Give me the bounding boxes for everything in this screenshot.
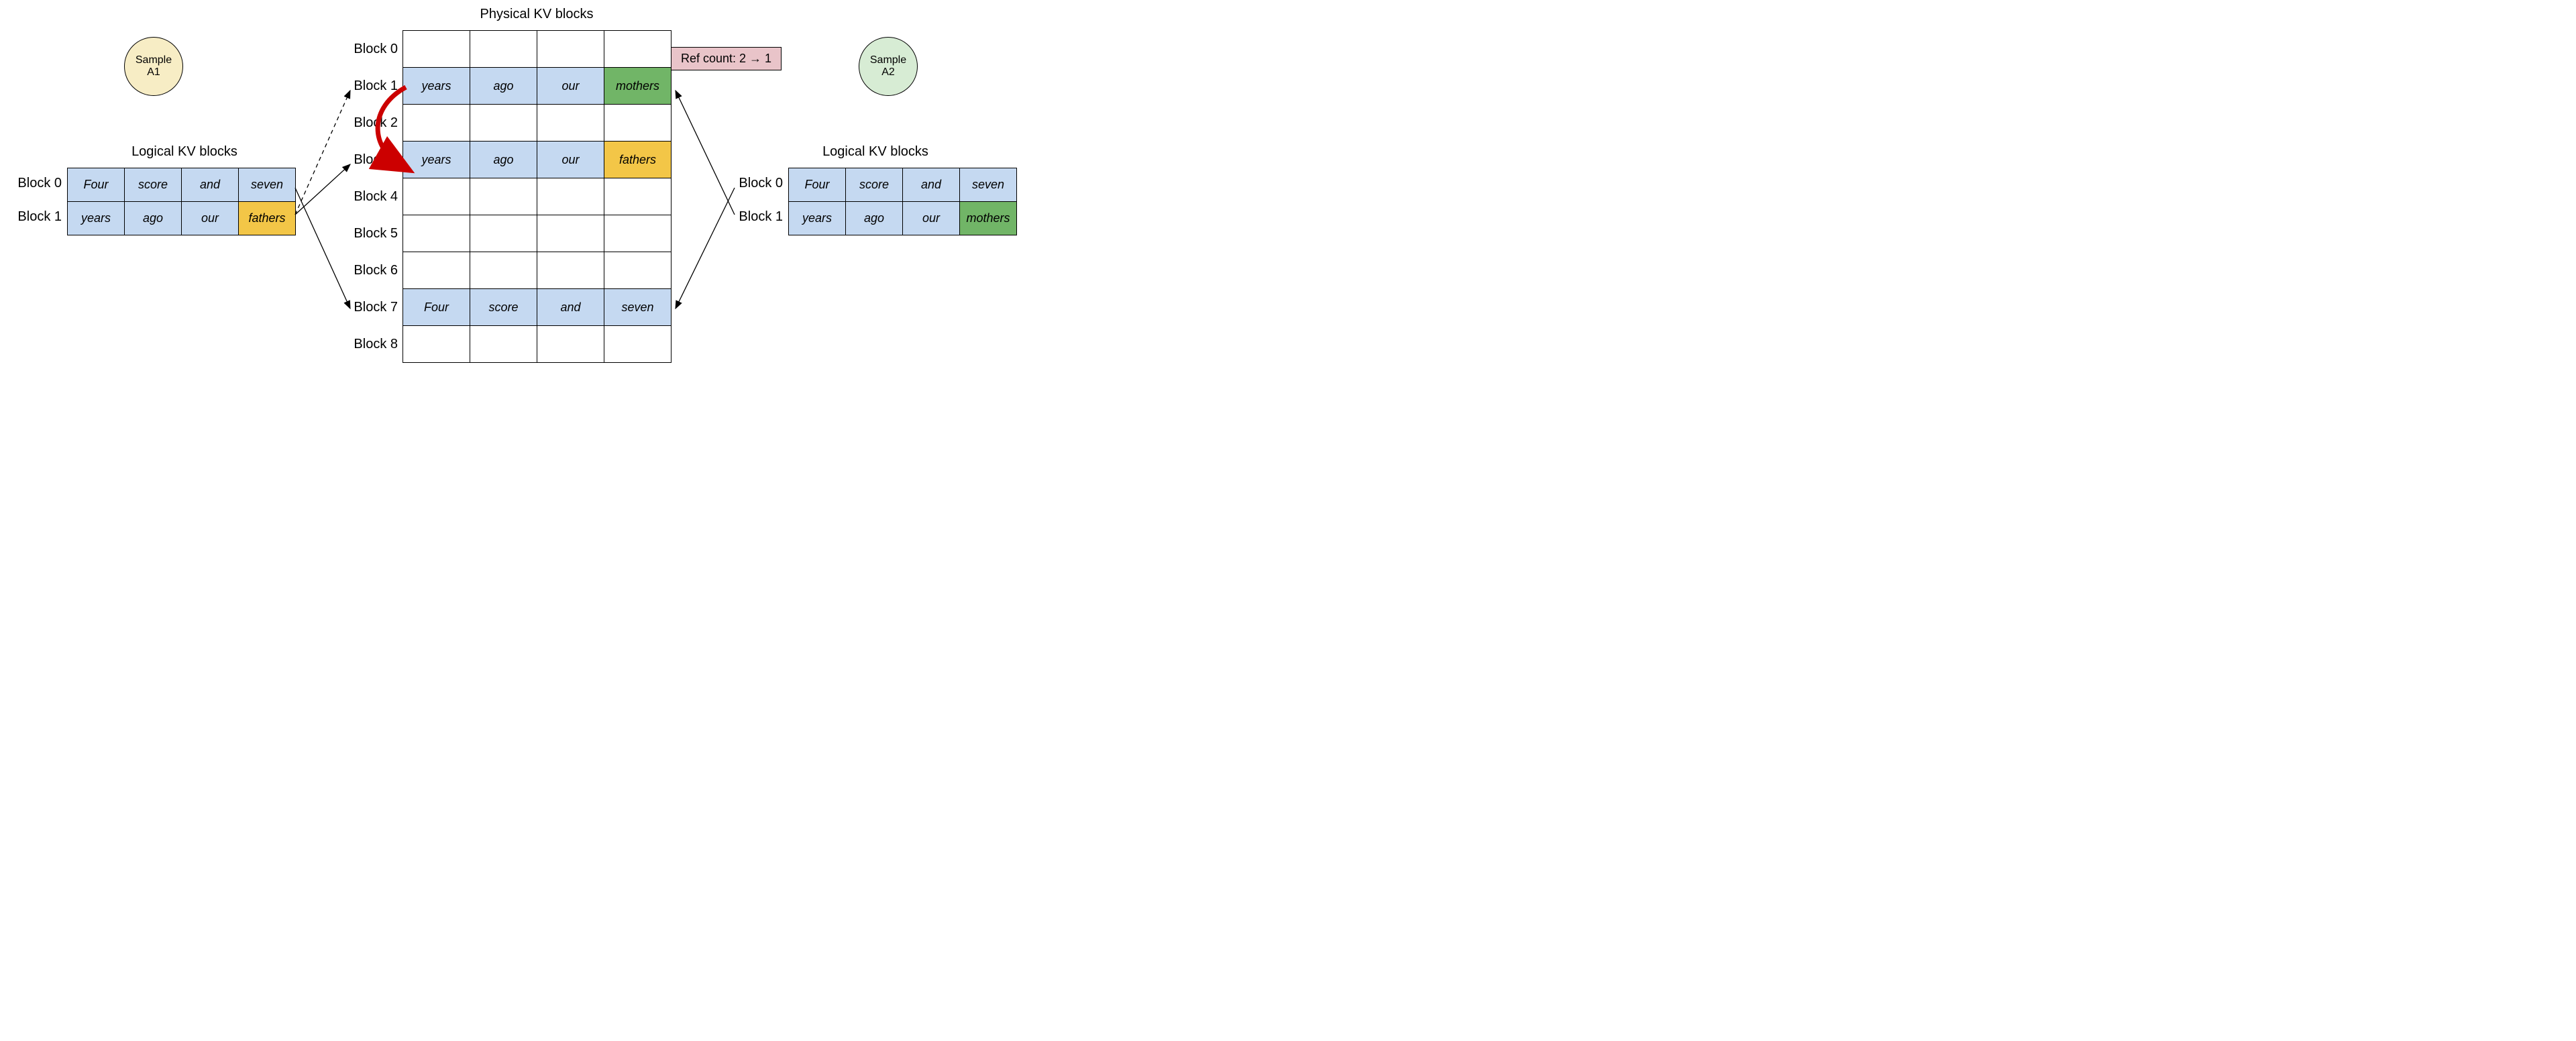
cell	[470, 215, 537, 252]
cell: seven	[239, 168, 296, 202]
connector-arrow-right_b0_to_p7	[676, 188, 735, 309]
cell	[604, 105, 672, 142]
physical-row-label: Block 0	[339, 42, 398, 57]
cell	[604, 31, 672, 68]
cell: and	[182, 168, 239, 202]
cell: years	[789, 202, 846, 235]
physical-row-label: Block 3	[339, 152, 398, 168]
cell	[470, 326, 537, 363]
sample-a2-circle: Sample A2	[859, 37, 918, 96]
cell	[537, 326, 604, 363]
cell: score	[846, 168, 903, 202]
connector-arrow-left_b0_to_p7	[295, 188, 350, 309]
logical-left-table: Fourscoreandseven yearsagoourfathers	[67, 168, 296, 235]
cell: and	[537, 289, 604, 326]
cell	[403, 252, 470, 289]
logical-left-title: Logical KV blocks	[97, 144, 272, 160]
cell: seven	[960, 168, 1017, 202]
cell	[604, 178, 672, 215]
cell	[537, 178, 604, 215]
cell: ago	[125, 202, 182, 235]
cell: our	[903, 202, 960, 235]
cell	[537, 31, 604, 68]
cell	[537, 105, 604, 142]
physical-row-label: Block 7	[339, 300, 398, 315]
cell: ago	[846, 202, 903, 235]
cell: ago	[470, 68, 537, 105]
cell: Four	[789, 168, 846, 202]
cell	[537, 215, 604, 252]
cell: years	[403, 68, 470, 105]
logical-left-row-label: Block 0	[7, 176, 62, 191]
logical-right-table: Fourscoreandseven yearsagoourmothers	[788, 168, 1017, 235]
cell: Four	[403, 289, 470, 326]
cell: and	[903, 168, 960, 202]
cell: seven	[604, 289, 672, 326]
cell: fathers	[239, 202, 296, 235]
cell: years	[403, 142, 470, 178]
logical-right-title: Logical KV blocks	[788, 144, 963, 160]
cell: mothers	[960, 202, 1017, 235]
cell: our	[537, 142, 604, 178]
ref-count-box: Ref count: 2 → 1	[671, 47, 782, 70]
cell	[470, 31, 537, 68]
cell	[537, 252, 604, 289]
cell	[604, 252, 672, 289]
cell: score	[125, 168, 182, 202]
cell	[403, 326, 470, 363]
physical-row-label: Block 8	[339, 337, 398, 352]
cell: ago	[470, 142, 537, 178]
physical-title: Physical KV blocks	[470, 7, 604, 22]
physical-row-label: Block 4	[339, 189, 398, 205]
cell: fathers	[604, 142, 672, 178]
physical-row-label: Block 5	[339, 226, 398, 241]
cell: our	[537, 68, 604, 105]
cell: Four	[68, 168, 125, 202]
cell: years	[68, 202, 125, 235]
cell: our	[182, 202, 239, 235]
cell	[403, 178, 470, 215]
cell	[403, 105, 470, 142]
cell	[604, 215, 672, 252]
logical-right-row-label: Block 0	[728, 176, 783, 191]
connector-arrow-right_b1_to_p1	[676, 91, 735, 215]
sample-a1-circle: Sample A1	[124, 37, 183, 96]
physical-row-label: Block 6	[339, 263, 398, 278]
physical-row-label: Block 2	[339, 115, 398, 131]
cell	[403, 215, 470, 252]
physical-table: yearsagoourmothersyearsagoourfathersFour…	[402, 30, 672, 363]
cell: mothers	[604, 68, 672, 105]
physical-row-label: Block 1	[339, 78, 398, 94]
cell	[470, 252, 537, 289]
logical-right-row-label: Block 1	[728, 209, 783, 225]
cell: score	[470, 289, 537, 326]
cell	[470, 178, 537, 215]
cell	[403, 31, 470, 68]
cell	[470, 105, 537, 142]
cell	[604, 326, 672, 363]
logical-left-row-label: Block 1	[7, 209, 62, 225]
